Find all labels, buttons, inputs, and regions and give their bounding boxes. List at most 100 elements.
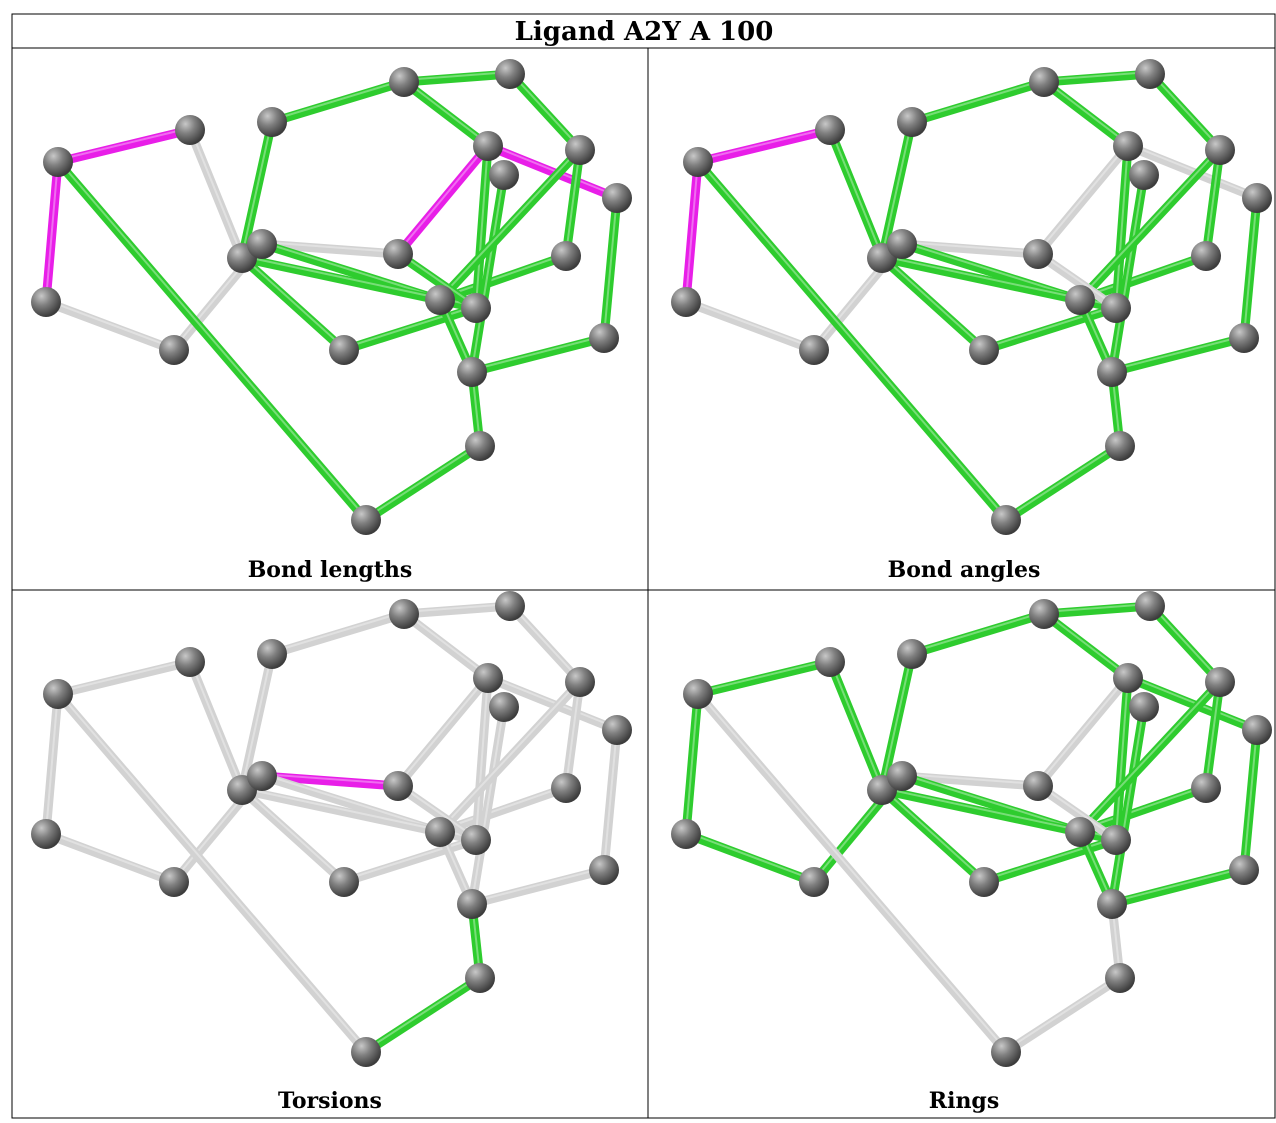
bond-highlight <box>487 675 618 729</box>
bond-highlight <box>241 787 345 881</box>
bond <box>1033 141 1133 259</box>
atom <box>351 505 381 535</box>
bond-highlight <box>261 773 399 785</box>
bond-highlight <box>881 255 985 349</box>
molecule-panel: Torsions <box>31 591 632 1114</box>
atom <box>683 147 713 177</box>
bond <box>267 609 409 659</box>
bond-highlight <box>45 159 59 301</box>
bond-highlight <box>983 837 1117 881</box>
bond-highlight <box>901 773 1081 831</box>
bond <box>1201 677 1225 793</box>
atom <box>1023 239 1053 269</box>
bond-highlight <box>881 119 913 257</box>
bond-highlight <box>1149 71 1221 149</box>
bond-highlight <box>1205 679 1221 787</box>
bond <box>877 117 917 263</box>
bond-highlight <box>603 195 618 337</box>
bond-highlight <box>829 127 883 257</box>
bond <box>681 157 703 307</box>
atom <box>887 229 917 259</box>
bond-highlight <box>901 241 1081 299</box>
bond-highlight <box>1079 253 1207 299</box>
bond <box>393 141 493 259</box>
atom <box>1065 817 1095 847</box>
atom <box>1129 692 1159 722</box>
atom <box>425 285 455 315</box>
atom <box>1097 889 1127 919</box>
atom <box>1135 59 1165 89</box>
bond-highlight <box>241 119 273 257</box>
bond <box>693 689 1011 1057</box>
bond <box>561 145 585 261</box>
bond <box>41 829 179 887</box>
bond-highlight <box>475 675 489 839</box>
atom <box>175 115 205 145</box>
atom <box>495 59 525 89</box>
bond <box>237 649 277 795</box>
atom <box>1101 293 1131 323</box>
bond-highlight <box>685 299 815 349</box>
bond-highlight <box>403 79 489 145</box>
bond <box>53 657 195 699</box>
bond <box>693 657 835 699</box>
bond-highlight <box>565 147 581 255</box>
atom <box>159 335 189 365</box>
bond <box>1107 702 1149 909</box>
bond-highlight <box>57 127 191 161</box>
bond <box>1201 145 1225 261</box>
bond-highlight <box>1243 727 1258 869</box>
bond <box>185 657 247 795</box>
bond-highlight <box>1115 143 1129 307</box>
bond-highlight <box>1037 143 1129 253</box>
atom <box>351 1037 381 1067</box>
bond <box>393 249 481 313</box>
atom <box>465 431 495 461</box>
atom <box>1023 771 1053 801</box>
bond-highlight <box>685 691 699 833</box>
atom <box>799 867 829 897</box>
bond <box>561 677 585 793</box>
bond-highlight <box>509 603 581 681</box>
atom <box>1097 357 1127 387</box>
bond <box>897 771 1043 791</box>
atom <box>457 889 487 919</box>
bond-highlight <box>57 691 367 1051</box>
bond-highlight <box>439 253 567 299</box>
figure-title: Ligand A2Y A 100 <box>515 17 774 47</box>
atom <box>589 855 619 885</box>
bond <box>339 303 481 355</box>
bond <box>399 609 493 683</box>
atom <box>247 761 277 791</box>
table-border <box>11 13 1276 1119</box>
bond-highlight <box>271 611 405 653</box>
bond-highlight <box>45 831 175 881</box>
bond <box>979 303 1121 355</box>
bond-highlight <box>1111 335 1245 371</box>
molecule-panel: Bond lengths <box>31 59 632 583</box>
bond-highlight <box>1111 172 1145 371</box>
atom <box>1205 667 1235 697</box>
bond-highlight <box>1149 603 1221 681</box>
atom <box>473 131 503 161</box>
panels: Bond lengths Bond angles Torsions Rings <box>31 59 1272 1114</box>
bond <box>1039 609 1133 683</box>
bond <box>483 673 622 735</box>
atom <box>1113 131 1143 161</box>
bond <box>1033 781 1121 845</box>
bond <box>467 702 509 909</box>
atom <box>329 867 359 897</box>
bond <box>897 239 1043 259</box>
bond-highlight <box>1243 195 1258 337</box>
bond <box>907 609 1049 659</box>
atom <box>799 335 829 365</box>
bond <box>1039 601 1155 619</box>
bond-highlight <box>45 299 175 349</box>
bond-highlight <box>403 611 489 677</box>
atom <box>551 241 581 271</box>
molecule-panel: Bond angles <box>671 59 1272 583</box>
bond-highlight <box>697 659 831 693</box>
bond-highlight <box>45 691 59 833</box>
bond-highlight <box>1111 867 1245 903</box>
